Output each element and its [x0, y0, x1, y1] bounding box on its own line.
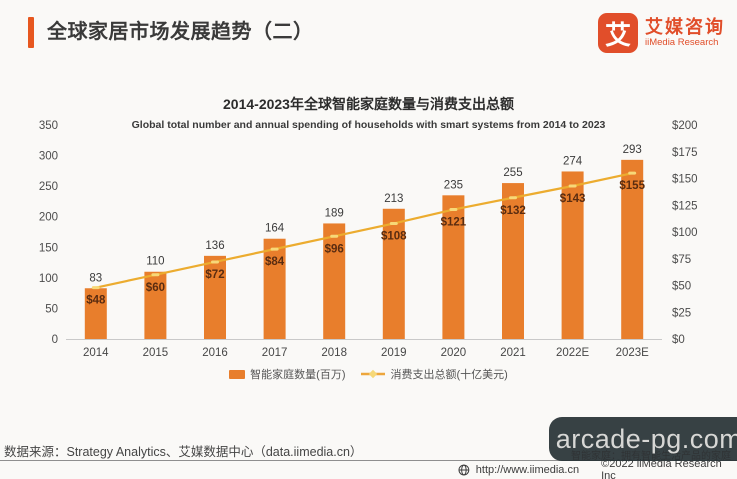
bar-2014	[84, 288, 107, 339]
bar-2016	[204, 255, 226, 339]
right-axis-tick-75: $75	[672, 254, 691, 266]
x-axis-label-2016: 2016	[202, 347, 228, 359]
line-marker-2018	[330, 234, 339, 238]
line-marker-2023E	[628, 171, 637, 175]
x-axis-label-2023E: 2023E	[616, 347, 650, 359]
x-axis-label-2015: 2015	[143, 347, 169, 359]
title-accent-bar	[28, 17, 34, 48]
footer-divider	[0, 460, 737, 461]
bar-value-label-2021: 255	[503, 167, 522, 179]
right-axis-tick-25: $25	[672, 307, 691, 319]
bar-value-label-2022E: 274	[563, 155, 583, 167]
line-marker-2022E	[568, 184, 577, 188]
bar-value-label-2017: 164	[265, 223, 285, 235]
bar-2019	[382, 208, 405, 339]
bar-2022E	[561, 171, 584, 339]
left-axis-tick-0: 0	[52, 334, 58, 346]
left-axis-tick-250: 250	[39, 181, 58, 193]
bar-2020	[442, 195, 465, 339]
watermark-badge: arcade-pg.com	[549, 417, 737, 461]
bar-2018	[323, 223, 346, 339]
line-marker-2015	[151, 273, 160, 277]
footer-site-url: http://www.iimedia.cn	[475, 464, 580, 476]
line-value-label-2014: $48	[86, 295, 106, 307]
right-axis-tick-125: $125	[672, 200, 698, 212]
watermark-text: arcade-pg.com	[555, 423, 737, 454]
bar-2023E	[621, 159, 644, 339]
globe-icon	[458, 464, 470, 476]
bar-value-label-2018: 189	[325, 207, 344, 219]
right-axis-tick-50: $50	[672, 281, 691, 293]
bar-value-label-2014: 83	[89, 272, 102, 284]
bar-value-label-2020: 235	[444, 179, 463, 191]
bar-value-label-2019: 213	[384, 193, 403, 205]
line-marker-2020	[449, 208, 458, 212]
left-axis-tick-350: 350	[39, 120, 58, 132]
x-axis-label-2018: 2018	[321, 347, 347, 359]
x-axis-label-2019: 2019	[381, 347, 407, 359]
line-marker-2017	[270, 247, 279, 251]
page-title: 全球家居市场发展趋势（二）	[47, 21, 314, 43]
iimedia-logo: 艾 艾媒咨询 iiMedia Research	[598, 13, 725, 53]
legend-item-households: 智能家庭数量(百万)	[229, 366, 346, 382]
line-value-label-2016: $72	[205, 269, 224, 281]
data-source-note: 数据来源：Strategy Analytics、艾媒数据中心（data.iime…	[4, 445, 363, 459]
right-axis-tick-150: $150	[672, 174, 698, 186]
bar-value-label-2023E: 293	[623, 144, 642, 156]
line-marker-2016	[211, 260, 219, 264]
left-axis-tick-150: 150	[39, 242, 58, 254]
spending-line	[95, 172, 633, 289]
bar-series-swatch	[229, 369, 246, 379]
chart-legend: 智能家庭数量(百万) 消费支出总额(十亿美元)	[0, 366, 737, 382]
line-series-swatch	[360, 369, 385, 379]
legend-item-spending: 消费支出总额(十亿美元)	[360, 366, 508, 382]
left-axis-tick-200: 200	[39, 212, 58, 224]
chart-title: 2014-2023年全球智能家庭数量与消费支出总额	[223, 96, 514, 112]
bar-value-label-2015: 110	[146, 256, 164, 268]
x-axis-label-2014: 2014	[83, 347, 109, 359]
iimedia-logo-icon: 艾	[598, 13, 638, 53]
legend-label-households: 智能家庭数量(百万)	[250, 369, 346, 381]
line-value-label-2019: $108	[381, 230, 407, 242]
left-axis-tick-100: 100	[39, 273, 58, 285]
line-value-label-2021: $132	[500, 205, 526, 217]
bar-2015	[144, 271, 167, 339]
line-value-label-2015: $60	[146, 282, 165, 294]
line-value-label-2020: $121	[441, 217, 467, 229]
line-value-label-2017: $84	[265, 256, 285, 268]
line-marker-2014	[91, 286, 100, 290]
legend-label-spending: 消费支出总额(十亿美元)	[390, 369, 508, 381]
left-axis-tick-300: 300	[39, 151, 58, 163]
line-marker-2021	[509, 196, 517, 200]
left-axis-tick-50: 50	[45, 303, 58, 315]
right-axis-tick-200: $200	[672, 120, 698, 132]
bar-2021	[502, 183, 524, 339]
footer-info: http://www.iimedia.cn ©2022 iiMedia Rese…	[458, 458, 737, 479]
chart-subtitle: Global total number and annual spending …	[131, 119, 606, 131]
x-axis-label-2021: 2021	[500, 347, 526, 359]
bar-2017	[263, 238, 286, 339]
line-value-label-2018: $96	[325, 243, 344, 255]
bar-value-label-2016: 136	[205, 240, 224, 252]
right-axis-tick-100: $100	[672, 227, 698, 239]
right-axis-tick-0: $0	[672, 334, 685, 346]
line-marker-2019	[389, 221, 398, 225]
x-axis-label-2022E: 2022E	[556, 347, 590, 359]
line-value-label-2023E: $155	[619, 180, 645, 192]
brand-name-en: iiMedia Research	[645, 36, 719, 48]
brand-name-cn: 艾媒咨询	[645, 17, 725, 38]
line-value-label-2022E: $143	[560, 193, 586, 205]
right-axis-tick-175: $175	[672, 147, 698, 159]
iimedia-logo-text: 艾媒咨询 iiMedia Research	[645, 17, 725, 49]
footer-copyright: ©2022 iiMedia Research Inc	[601, 458, 722, 479]
x-axis-label-2020: 2020	[441, 347, 467, 359]
x-axis-label-2017: 2017	[262, 347, 288, 359]
